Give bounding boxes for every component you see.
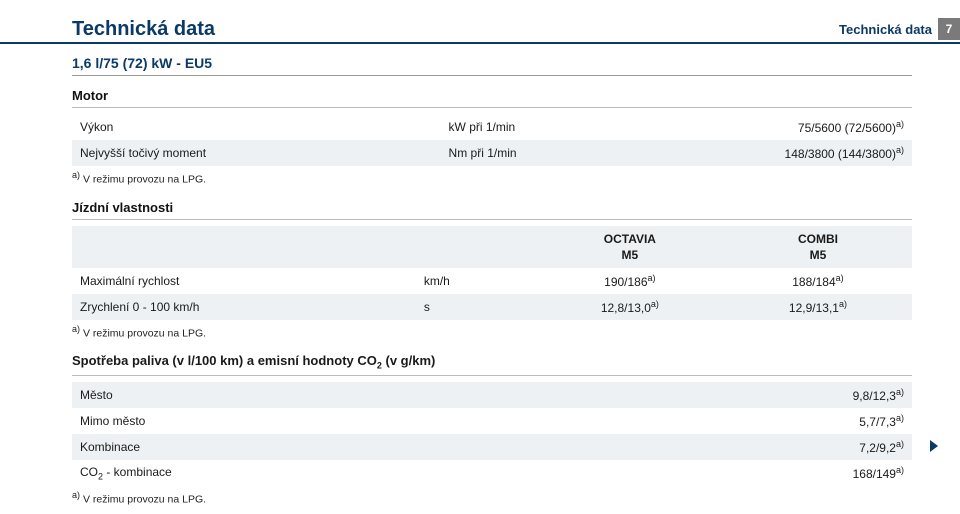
table-row: Výkon kW při 1/min 75/5600 (72/5600)a)	[72, 114, 912, 140]
motor-label: Výkon	[72, 114, 441, 140]
driving-unit: km/h	[416, 268, 536, 294]
cons-label: Město	[72, 382, 589, 408]
col-head-combi: COMBI	[724, 226, 912, 248]
col-head-octavia: OCTAVIA	[536, 226, 724, 248]
consumption-table: Město 9,8/12,3a) Mimo město 5,7/7,3a) Ko…	[72, 382, 912, 486]
header-rule	[0, 42, 960, 44]
page-title: Technická data	[72, 18, 912, 41]
driving-table: OCTAVIA COMBI M5 M5 Maximální rychlost k…	[72, 226, 912, 320]
table-row: Kombinace 7,2/9,2a)	[72, 434, 912, 460]
cons-value: 5,7/7,3a)	[589, 408, 912, 434]
driving-unit: s	[416, 294, 536, 320]
motor-table: Výkon kW při 1/min 75/5600 (72/5600)a) N…	[72, 114, 912, 166]
motor-unit: kW při 1/min	[441, 114, 561, 140]
table-row: Nejvyšší točivý moment Nm při 1/min 148/…	[72, 140, 912, 166]
motor-rule	[72, 107, 912, 108]
motor-label: Nejvyšší točivý moment	[72, 140, 441, 166]
driving-label: Zrychlení 0 - 100 km/h	[72, 294, 416, 320]
driving-footnote: a) V režimu provozu na LPG.	[72, 324, 912, 340]
driving-value: 190/186a)	[536, 268, 724, 294]
variant-title: 1,6 l/75 (72) kW - EU5	[72, 55, 912, 71]
header-section: Technická data	[839, 22, 932, 37]
table-row: CO2 - kombinace 168/149a)	[72, 460, 912, 486]
motor-footnote: a) V režimu provozu na LPG.	[72, 170, 912, 186]
page-number-badge: 7	[938, 18, 960, 40]
variant-rule	[72, 75, 912, 76]
consumption-title: Spotřeba paliva (v l/100 km) a emisní ho…	[72, 353, 912, 371]
driving-label: Maximální rychlost	[72, 268, 416, 294]
cons-label: Kombinace	[72, 434, 589, 460]
consumption-rule	[72, 375, 912, 376]
page-header: Technická data 7	[839, 18, 960, 40]
driving-section-title: Jízdní vlastnosti	[72, 200, 912, 215]
table-subheader-row: M5 M5	[72, 248, 912, 268]
table-row: Mimo město 5,7/7,3a)	[72, 408, 912, 434]
motor-section-title: Motor	[72, 88, 912, 103]
cons-label: CO2 - kombinace	[72, 460, 589, 486]
table-row: Město 9,8/12,3a)	[72, 382, 912, 408]
cons-value: 9,8/12,3a)	[589, 382, 912, 408]
cons-value: 168/149a)	[589, 460, 912, 486]
table-row: Zrychlení 0 - 100 km/h s 12,8/13,0a) 12,…	[72, 294, 912, 320]
motor-unit: Nm při 1/min	[441, 140, 561, 166]
motor-value: 75/5600 (72/5600)a)	[561, 114, 912, 140]
cons-value: 7,2/9,2a)	[589, 434, 912, 460]
driving-value: 12,8/13,0a)	[536, 294, 724, 320]
cons-label: Mimo město	[72, 408, 589, 434]
driving-rule	[72, 219, 912, 220]
col-subhead: M5	[536, 248, 724, 268]
consumption-footnote: a) V režimu provozu na LPG.	[72, 490, 912, 506]
col-subhead: M5	[724, 248, 912, 268]
table-header-row: OCTAVIA COMBI	[72, 226, 912, 248]
motor-value: 148/3800 (144/3800)a)	[561, 140, 912, 166]
driving-value: 188/184a)	[724, 268, 912, 294]
driving-value: 12,9/13,1a)	[724, 294, 912, 320]
next-page-arrow-icon[interactable]	[930, 440, 938, 452]
table-row: Maximální rychlost km/h 190/186a) 188/18…	[72, 268, 912, 294]
